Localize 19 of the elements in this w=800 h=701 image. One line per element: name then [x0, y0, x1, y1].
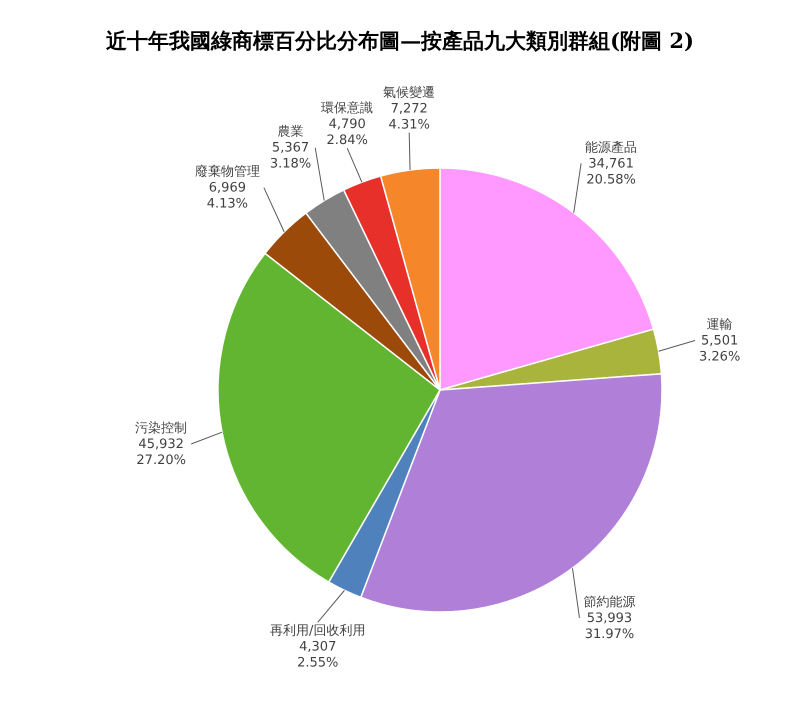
slice-label: 環保意識	[321, 101, 374, 116]
slice-label: 能源產品	[585, 140, 638, 156]
data-label: 5,367 3.18%	[270, 140, 312, 172]
data-label: 45,932 27.20%	[136, 436, 186, 468]
data-label: 4,307 2.55%	[297, 639, 338, 670]
data-label: 5,501 3.26%	[698, 333, 740, 364]
data-label: 53,993 31.97%	[584, 610, 634, 642]
data-label: 4,790 2.84%	[326, 117, 368, 148]
slice-label: 污染控制	[135, 420, 188, 436]
slice-label: 再利用/回收利用	[270, 623, 366, 638]
slice-label: 廢棄物管理	[194, 164, 260, 180]
slice-label: 氣候變遷	[383, 86, 436, 101]
data-label: 34,761 20.58%	[586, 156, 636, 188]
slice-label: 運輸	[706, 317, 733, 332]
slice-label: 農業	[278, 124, 304, 140]
slice-label: 節約能源	[583, 594, 636, 610]
data-label: 6,969 4.13%	[206, 180, 248, 212]
chart-title: 近十年我國綠商標百分比分布圖—按產品九大類別群組(附圖 2)	[105, 28, 694, 53]
data-label: 7,272 4.31%	[388, 102, 430, 133]
